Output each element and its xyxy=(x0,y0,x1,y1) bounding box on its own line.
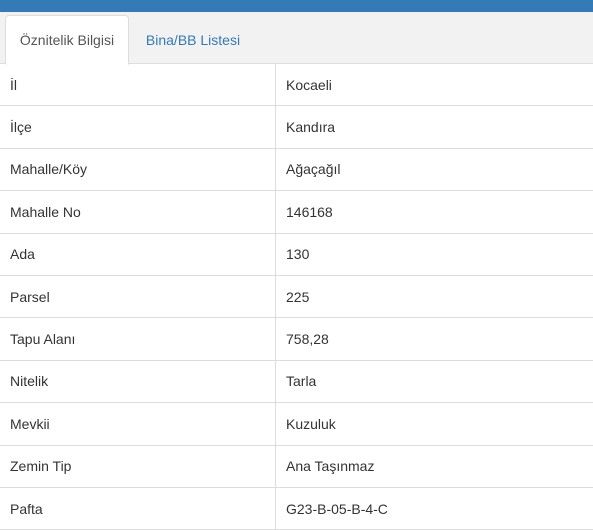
top-accent-bar xyxy=(0,0,593,12)
row-label: İl xyxy=(0,64,276,106)
table-row: İlçe Kandıra xyxy=(0,106,593,149)
row-label: Ada xyxy=(0,233,276,275)
row-label: Nitelik xyxy=(0,360,276,403)
row-value: Ağaçağıl xyxy=(286,161,341,178)
table-row: Mevkii Kuzuluk xyxy=(0,403,593,446)
row-value: 130 xyxy=(286,246,310,263)
table-row: Pafta G23-B-05-B-4-C xyxy=(0,487,593,530)
table-row: Ada 130 xyxy=(0,233,593,276)
tab-bar: Öznitelik Bilgisi Bina/BB Listesi xyxy=(0,12,593,65)
row-value: Kandıra xyxy=(286,119,336,136)
row-value: 758,28 xyxy=(286,331,329,348)
row-label: İlçe xyxy=(0,106,276,148)
row-value: Tarla xyxy=(286,373,317,390)
table-row: Parsel 225 xyxy=(0,275,593,319)
tab-bina-bb-listesi[interactable]: Bina/BB Listesi xyxy=(145,31,241,48)
row-label: Parsel xyxy=(0,275,276,318)
row-label: Tapu Alanı xyxy=(0,318,276,360)
row-value: Ana Taşınmaz xyxy=(286,458,375,475)
table-row: Tapu Alanı 758,28 xyxy=(0,318,593,361)
row-value: 146168 xyxy=(286,203,333,220)
row-label: Pafta xyxy=(0,487,276,530)
row-label: Mahalle No xyxy=(0,191,276,233)
table-row: Zemin Tip Ana Taşınmaz xyxy=(0,445,593,488)
table-row: İl Kocaeli xyxy=(0,64,593,107)
table-row: Mahalle No 146168 xyxy=(0,191,593,234)
row-value: Kuzuluk xyxy=(286,415,336,432)
table-row: Mahalle/Köy Ağaçağıl xyxy=(0,148,593,192)
row-label: Zemin Tip xyxy=(0,445,276,487)
tab-oznitelik-bilgisi[interactable]: Öznitelik Bilgisi xyxy=(5,15,129,65)
row-label: Mahalle/Köy xyxy=(0,148,276,191)
row-value: G23-B-05-B-4-C xyxy=(286,500,388,517)
table-row: Nitelik Tarla xyxy=(0,360,593,404)
row-value: 225 xyxy=(286,288,310,305)
row-value: Kocaeli xyxy=(286,76,332,93)
attribute-table: İl Kocaeli İlçe Kandıra Mahalle/Köy Ağaç… xyxy=(0,64,593,530)
row-label: Mevkii xyxy=(0,403,276,445)
